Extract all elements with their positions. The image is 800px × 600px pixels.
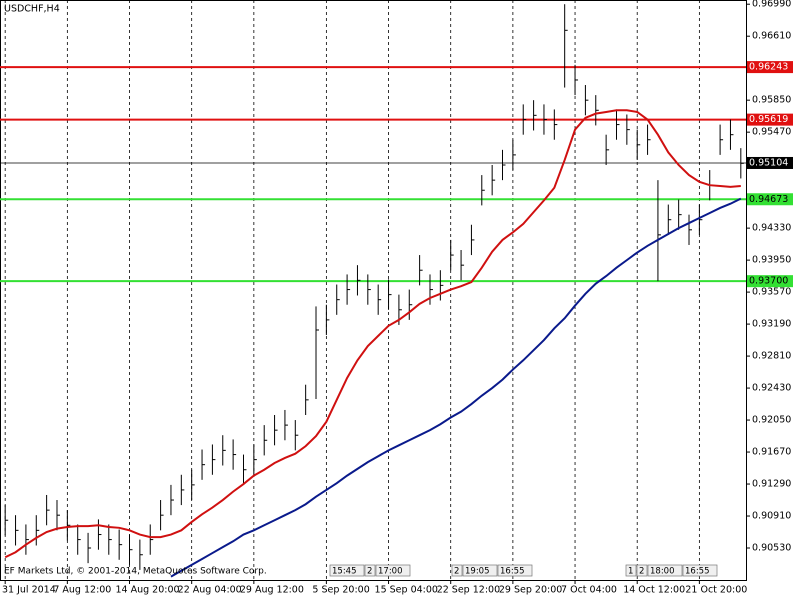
y-tick-label: 0.93570 [752, 287, 791, 298]
time-marker: 2 [454, 567, 459, 577]
level-label: 0.96243 [749, 62, 788, 73]
plot-frame [0, 0, 747, 581]
time-marker: 1 [628, 567, 633, 577]
time-marker: 19:05 [465, 567, 490, 577]
y-tick-label: 0.96610 [752, 31, 791, 42]
time-marker-box [636, 564, 648, 577]
moving-average [4, 109, 741, 559]
y-tick-label: 0.91670 [752, 447, 791, 458]
x-tick-label: 14 Oct 12:00 [623, 585, 685, 596]
y-tick-label: 0.92050 [752, 415, 791, 426]
x-tick-label: 21 Oct 20:00 [685, 585, 747, 596]
y-tick-label: 0.96990 [752, 0, 791, 10]
level-box [747, 275, 793, 288]
x-tick-label: 29 Aug 12:00 [240, 585, 304, 596]
time-marker-box [462, 564, 498, 577]
level-box [747, 61, 793, 74]
y-tick-label: 0.92430 [752, 383, 791, 394]
level-label: 0.94673 [749, 194, 788, 205]
time-marker-box [647, 564, 683, 577]
level-label: 0.93700 [749, 276, 788, 287]
y-tick-label: 0.95850 [752, 95, 791, 106]
levels [0, 66, 746, 283]
level-label: 0.95619 [749, 114, 788, 125]
x-tick-label: 29 Sep 20:00 [499, 585, 562, 596]
time-marker: 17:00 [378, 567, 403, 577]
current-price-label: 0.95104 [749, 157, 788, 168]
y-tick-label: 0.93950 [752, 255, 791, 266]
time-marker-box [451, 564, 463, 577]
chart-title: USDCHF,H4 [4, 4, 60, 15]
x-tick-label: 14 Aug 20:00 [116, 585, 180, 596]
time-marker-box [364, 564, 376, 577]
y-tick-label: 0.90910 [752, 511, 791, 522]
time-marker: 2 [639, 567, 644, 577]
y-tick-label: 0.92810 [752, 351, 791, 362]
time-marker: 2 [367, 567, 372, 577]
x-tick-label: 22 Aug 04:00 [178, 585, 242, 596]
copyright: EF Markets Ltd, © 2001-2014, MetaQuotes … [4, 567, 267, 577]
x-tick-label: 22 Sep 12:00 [437, 585, 500, 596]
time-marker-box [625, 564, 637, 577]
x-tick-label: 7 Aug 12:00 [53, 585, 111, 596]
level-box [747, 113, 793, 126]
time-marker-box [329, 564, 365, 577]
x-tick-label: 7 Oct 04:00 [561, 585, 617, 596]
y-tick-label: 0.93190 [752, 319, 791, 330]
time-marker: 16:55 [685, 567, 710, 577]
time-marker: 18:00 [650, 567, 675, 577]
moving-average [170, 197, 742, 578]
level-box [747, 193, 793, 206]
current-price-box [747, 156, 793, 169]
y-tick-label: 0.95470 [752, 127, 791, 138]
time-marker-box [375, 564, 411, 577]
x-tick-label: 5 Sep 20:00 [312, 585, 369, 596]
y-tick-label: 0.90530 [752, 543, 791, 554]
x-tick-label: 31 Jul 2014 [2, 585, 56, 596]
y-tick-label: 0.91290 [752, 479, 791, 490]
time-marker-box [682, 564, 718, 577]
time-marker: 16:55 [500, 567, 525, 577]
time-marker: 15:45 [332, 567, 357, 577]
y-tick-label: 0.94330 [752, 223, 791, 234]
time-marker-box [497, 564, 533, 577]
x-tick-label: 15 Sep 04:00 [375, 585, 438, 596]
